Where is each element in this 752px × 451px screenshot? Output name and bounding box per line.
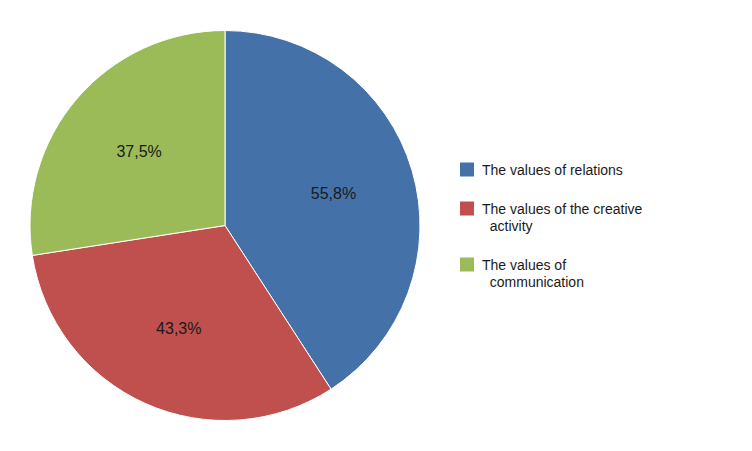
chart: 55,8%43,3%37,5%The values of relationsTh…: [0, 0, 752, 451]
legend-item: The values of the creative activity: [460, 201, 643, 234]
data-label: 43,3%: [156, 320, 201, 337]
legend-swatch: [460, 202, 474, 216]
legend: The values of relations The values of the…: [460, 162, 643, 290]
pie-slice: [30, 31, 225, 256]
legend-item: The values of communication: [460, 257, 584, 290]
legend-swatch: [460, 258, 474, 272]
data-label: 55,8%: [311, 185, 356, 202]
legend-swatch: [460, 163, 474, 177]
pie-slice: [32, 226, 331, 421]
legend-item: The values of relations: [460, 162, 623, 178]
legend-label: The values of the creative activity: [482, 201, 643, 234]
legend-label: The values of communication: [482, 257, 584, 290]
pie: 55,8% 43,3% 37,5%: [30, 31, 420, 421]
data-label: 37,5%: [116, 143, 161, 160]
legend-label: The values of relations: [482, 162, 623, 178]
